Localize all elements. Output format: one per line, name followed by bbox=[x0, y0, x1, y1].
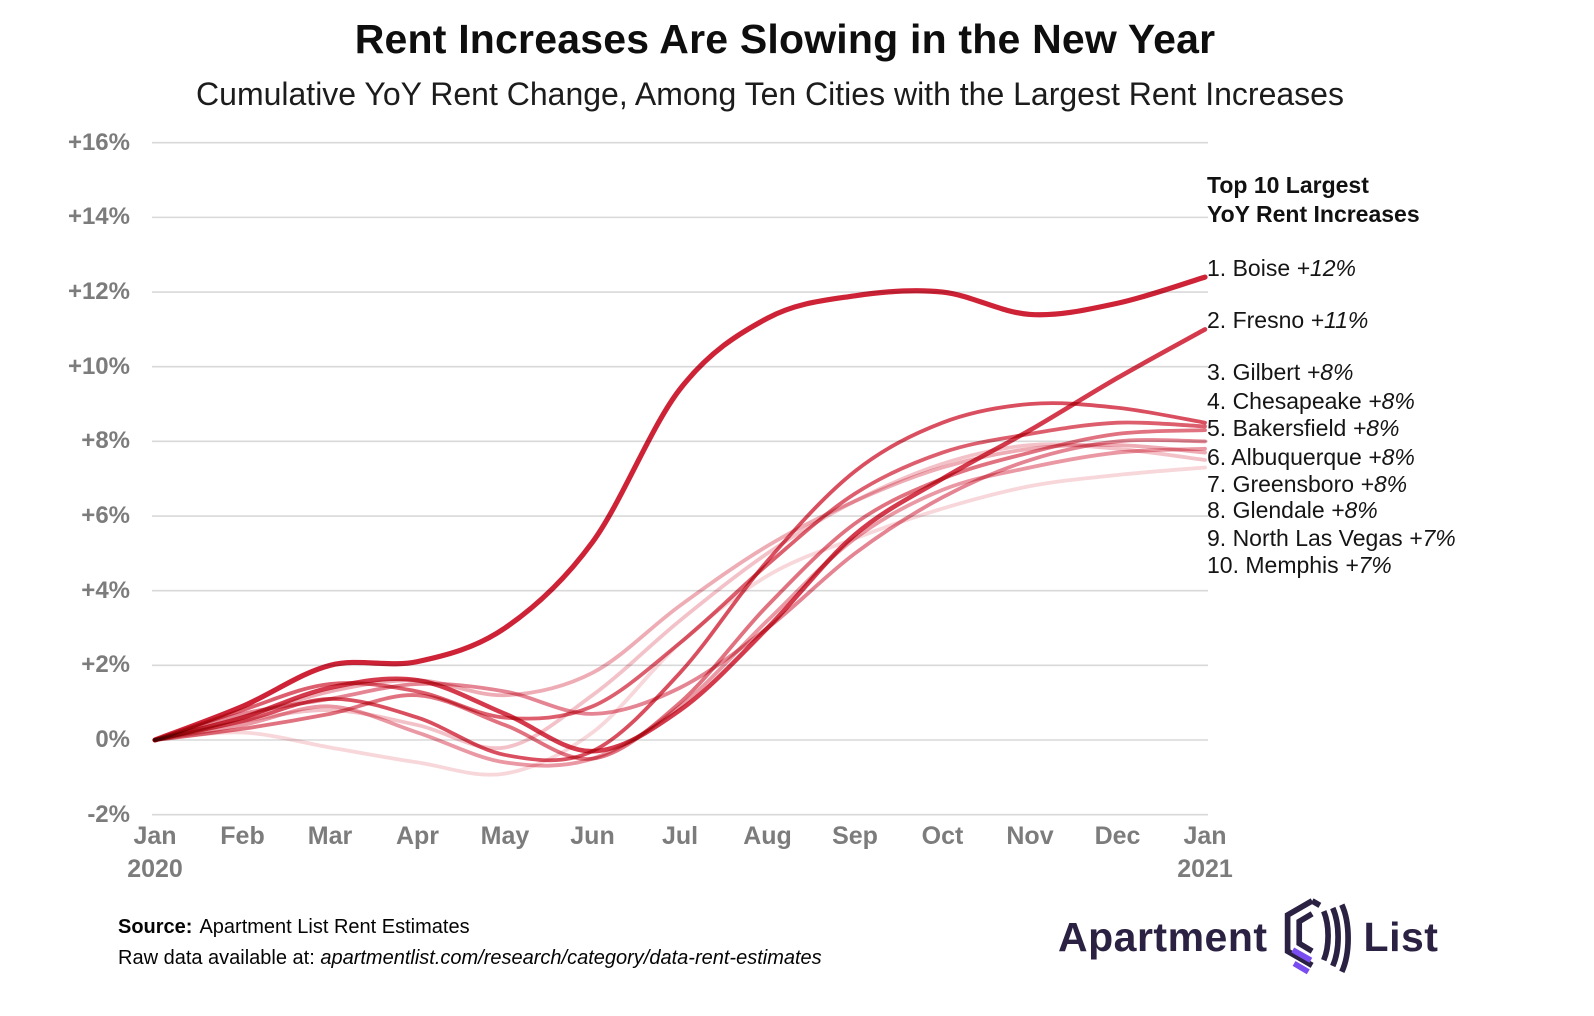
x-tick-month: Mar bbox=[307, 822, 353, 850]
legend-item-north-las-vegas: 9. North Las Vegas +7% bbox=[1207, 525, 1456, 551]
legend-item-pct: +7% bbox=[1409, 525, 1456, 551]
page-subtitle: Cumulative YoY Rent Change, Among Ten Ci… bbox=[196, 76, 1344, 112]
source-label: Source: bbox=[118, 916, 193, 938]
y-tick-label: +2% bbox=[81, 651, 130, 679]
x-tick-year: 2021 bbox=[1177, 855, 1233, 883]
source-note: Source: Apartment List Rent Estimates Raw… bbox=[118, 912, 822, 974]
legend-item-pct: +11% bbox=[1310, 307, 1369, 333]
y-tick-label: +6% bbox=[81, 502, 130, 530]
legend-item-pct: +8% bbox=[1360, 471, 1408, 497]
legend-item-gilbert: 3. Gilbert +8% bbox=[1207, 359, 1354, 385]
x-tick-label: Jan 2021 bbox=[1157, 820, 1253, 886]
y-tick-label: -2% bbox=[87, 800, 130, 828]
x-tick-label: Aug bbox=[720, 820, 816, 853]
x-tick-month: Sep bbox=[832, 822, 878, 850]
series-line-north-las-vegas bbox=[153, 442, 1207, 751]
legend-heading-line1: Top 10 Largest bbox=[1207, 172, 1369, 198]
x-tick-month: Aug bbox=[743, 822, 792, 850]
x-tick-month: Apr bbox=[395, 822, 440, 850]
series-line-glendale bbox=[153, 442, 1207, 742]
series-line-bakersfield bbox=[153, 428, 1207, 761]
x-tick-label: Jan 2020 bbox=[107, 820, 203, 886]
x-tick-label: May bbox=[457, 820, 553, 853]
y-tick-label: +8% bbox=[81, 427, 130, 455]
legend-item-pct: +8% bbox=[1306, 359, 1354, 385]
legend-item-boise: 1. Boise +12% bbox=[1207, 255, 1356, 281]
x-tick-month: Jun bbox=[570, 822, 615, 850]
x-tick-month: Jan bbox=[1183, 822, 1227, 850]
x-tick-label: Feb bbox=[195, 820, 291, 853]
raw-data-line: Raw data available at: apartmentlist.com… bbox=[118, 943, 822, 974]
x-tick-label: Sep bbox=[807, 820, 903, 853]
series-line-chesapeake bbox=[153, 420, 1207, 742]
x-tick-month: Jan bbox=[133, 822, 177, 850]
source-text: Apartment List Rent Estimates bbox=[199, 916, 470, 938]
apartment-list-logo: Apartment List bbox=[1058, 897, 1438, 977]
series-line-gilbert bbox=[153, 401, 1207, 763]
x-tick-year: 2020 bbox=[127, 855, 183, 883]
logo-word-apartment: Apartment bbox=[1058, 913, 1268, 960]
series-line-boise bbox=[152, 274, 1208, 743]
x-tick-label: Mar bbox=[282, 820, 378, 853]
x-tick-label: Oct bbox=[895, 820, 991, 853]
y-tick-label: +16% bbox=[67, 128, 130, 156]
legend-item-glendale: 8. Glendale +8% bbox=[1207, 497, 1378, 523]
y-tick-label: +10% bbox=[67, 352, 130, 380]
y-tick-label: 0% bbox=[95, 726, 130, 753]
series-line-fresno bbox=[152, 327, 1208, 754]
x-tick-month: Feb bbox=[220, 822, 265, 850]
legend-item-pct: +8% bbox=[1368, 444, 1415, 470]
legend-heading-line2: YoY Rent Increases bbox=[1207, 201, 1420, 227]
y-tick-label: +14% bbox=[67, 203, 130, 231]
x-tick-label: Apr bbox=[370, 820, 466, 853]
legend-item-pct: +8% bbox=[1368, 388, 1415, 414]
x-tick-month: Dec bbox=[1094, 822, 1141, 850]
raw-data-path: apartmentlist.com/research/category/data… bbox=[320, 947, 822, 969]
legend-item-chesapeake: 4. Chesapeake +8% bbox=[1207, 388, 1415, 414]
legend-item-greensboro: 7. Greensboro +8% bbox=[1207, 471, 1408, 497]
apartment-list-house-icon bbox=[1284, 898, 1351, 975]
legend-item-pct: +8% bbox=[1352, 415, 1400, 441]
x-tick-month: Nov bbox=[1006, 822, 1054, 850]
legend-item-pct: +8% bbox=[1331, 497, 1378, 523]
legend-heading: Top 10 Largest YoY Rent Increases bbox=[1207, 171, 1420, 229]
legend-item-fresno: 2. Fresno +11% bbox=[1207, 307, 1369, 333]
logo-word-list: List bbox=[1363, 913, 1439, 960]
x-tick-label: Jun bbox=[545, 820, 641, 853]
x-tick-label: Jul bbox=[632, 820, 728, 853]
series-line-greensboro bbox=[153, 446, 1207, 768]
page-title: Rent Increases Are Slowing in the New Ye… bbox=[354, 16, 1216, 62]
legend-item-pct: +7% bbox=[1345, 552, 1392, 578]
raw-data-prefix: Raw data available at: bbox=[118, 947, 321, 969]
x-tick-label: Dec bbox=[1070, 820, 1166, 853]
x-tick-label: Nov bbox=[982, 820, 1078, 853]
x-tick-month: Jul bbox=[661, 822, 699, 850]
x-tick-month: Oct bbox=[921, 822, 964, 850]
source-line: Source: Apartment List Rent Estimates bbox=[118, 912, 822, 943]
y-tick-label: +4% bbox=[81, 576, 130, 604]
legend-item-albuquerque: 6. Albuquerque +8% bbox=[1207, 444, 1415, 470]
x-tick-month: May bbox=[480, 822, 530, 850]
legend-item-memphis: 10. Memphis +7% bbox=[1207, 552, 1392, 578]
legend-item-bakersfield: 5. Bakersfield +8% bbox=[1207, 415, 1400, 441]
legend-item-pct: +12% bbox=[1296, 255, 1356, 281]
y-tick-label: +12% bbox=[67, 278, 130, 306]
